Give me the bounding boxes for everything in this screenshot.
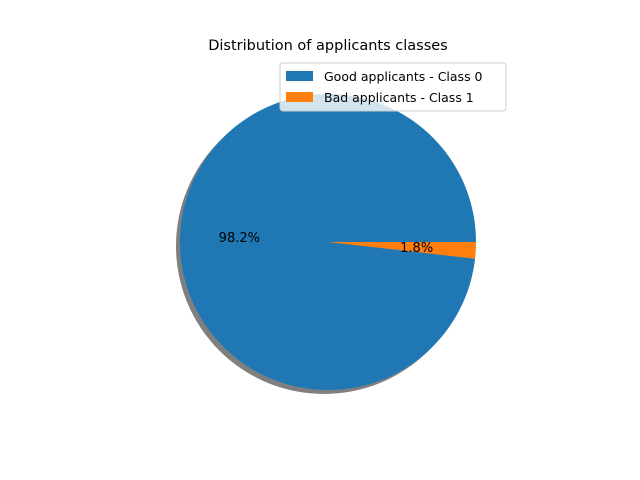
legend: Good applicants - Class 0 Bad applicants … <box>279 62 507 112</box>
legend-label-0: Good applicants - Class 0 <box>324 69 483 84</box>
slice-labels: 98.2% 1.8% <box>219 231 433 256</box>
legend-swatch-0 <box>286 71 313 81</box>
legend-swatch-1 <box>286 92 313 102</box>
slice-label-1: 1.8% <box>400 241 433 256</box>
legend-entries: Good applicants - Class 0 Bad applicants … <box>286 69 483 105</box>
chart-title: Distribution of applicants classes <box>208 38 448 54</box>
pie-slice-1 <box>328 242 476 259</box>
pie-group <box>176 94 476 394</box>
slice-label-0: 98.2% <box>219 231 260 246</box>
pie-slice-0 <box>180 94 476 391</box>
legend-label-1: Bad applicants - Class 1 <box>324 90 474 105</box>
legend-frame <box>279 62 507 112</box>
